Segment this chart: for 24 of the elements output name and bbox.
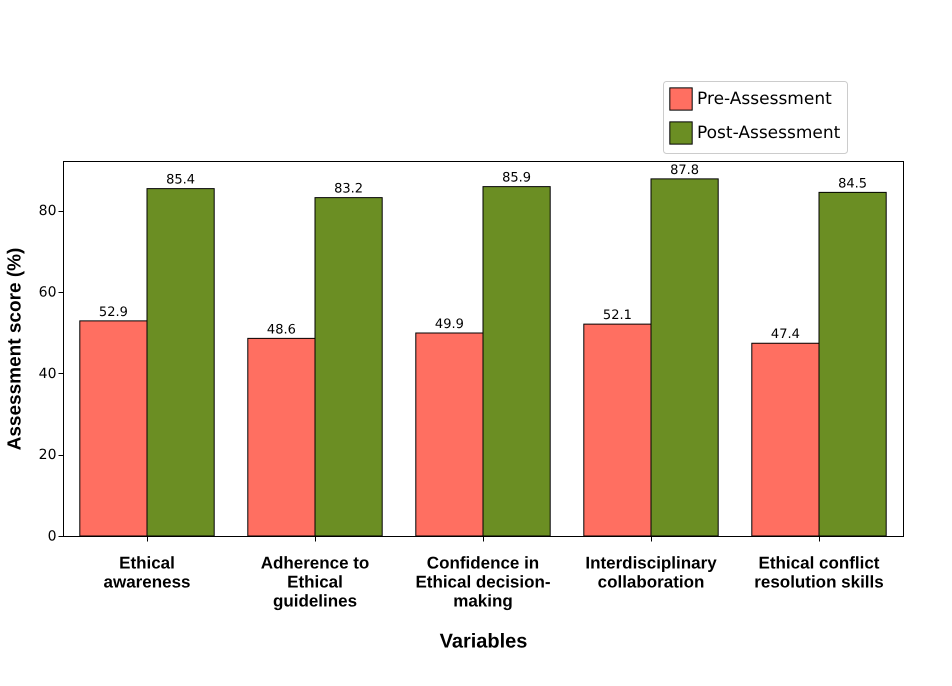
legend-label: Pre-Assessment [697,89,832,109]
legend-label: Post-Assessment [697,123,841,143]
data-label: 47.4 [770,327,800,342]
data-label: 49.9 [434,317,464,332]
data-label: 85.9 [502,170,532,186]
y-axis-title: Assessment score (%) [4,248,26,450]
x-tick-label: Ethical conflict resolution skills [754,554,884,592]
data-label: 87.8 [670,162,700,178]
data-label: 83.2 [334,182,364,197]
y-tick-label: 20 [38,447,56,464]
x-axis-title: Variables [440,630,528,652]
x-tick-label: Interdisciplinary collaboration [585,554,718,592]
data-label: 52.9 [98,304,128,320]
y-tick-label: 40 [38,366,56,382]
data-label: 52.1 [602,308,632,324]
data-label: 85.4 [166,172,196,188]
y-tick-label: 60 [38,284,56,300]
y-tick-label: 80 [38,203,56,220]
x-tick-label: Adherence to Ethical guidelines [260,554,370,610]
data-label: 84.5 [838,176,868,192]
data-label: 48.6 [266,322,296,338]
x-tick-label: Ethical awareness [104,554,190,592]
y-tick-label: 0 [48,528,56,544]
x-tick-label: Confidence in Ethical decision- making [415,554,551,610]
